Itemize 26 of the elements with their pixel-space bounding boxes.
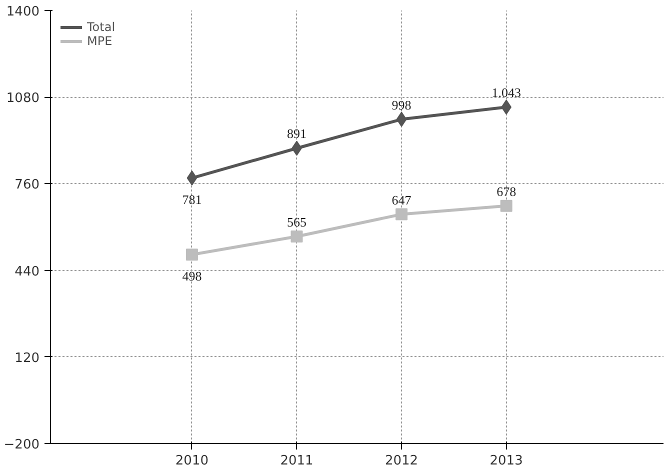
data-label: 781: [182, 192, 202, 208]
y-tick-label: 120: [14, 350, 40, 366]
y-tick-label: −200: [4, 438, 40, 452]
data-label: 1.043: [492, 85, 521, 100]
x-tick-label: 2012: [384, 454, 418, 467]
legend-label: Total: [87, 20, 116, 34]
x-tick-label: 2010: [175, 454, 209, 467]
data-label: 498: [182, 268, 202, 284]
data-label: 678: [496, 184, 516, 199]
data-label: 998: [392, 97, 412, 112]
point: [186, 248, 198, 261]
x-tick-label: 2013: [490, 454, 523, 467]
data-label: 891: [287, 126, 306, 142]
point: [500, 200, 512, 212]
data-label: 647: [392, 192, 412, 208]
x-tick-label: 2011: [280, 454, 314, 467]
point: [396, 208, 408, 220]
data-label: 565: [287, 214, 306, 230]
point: [186, 170, 198, 186]
legend-label: MPE: [87, 34, 112, 48]
y-tick-label: 440: [14, 264, 40, 280]
point: [290, 230, 303, 242]
y-tick-label: 1080: [6, 91, 40, 106]
y-tick-label: 760: [14, 178, 40, 193]
y-tick-label: 1400: [6, 4, 40, 20]
point: [396, 112, 407, 127]
